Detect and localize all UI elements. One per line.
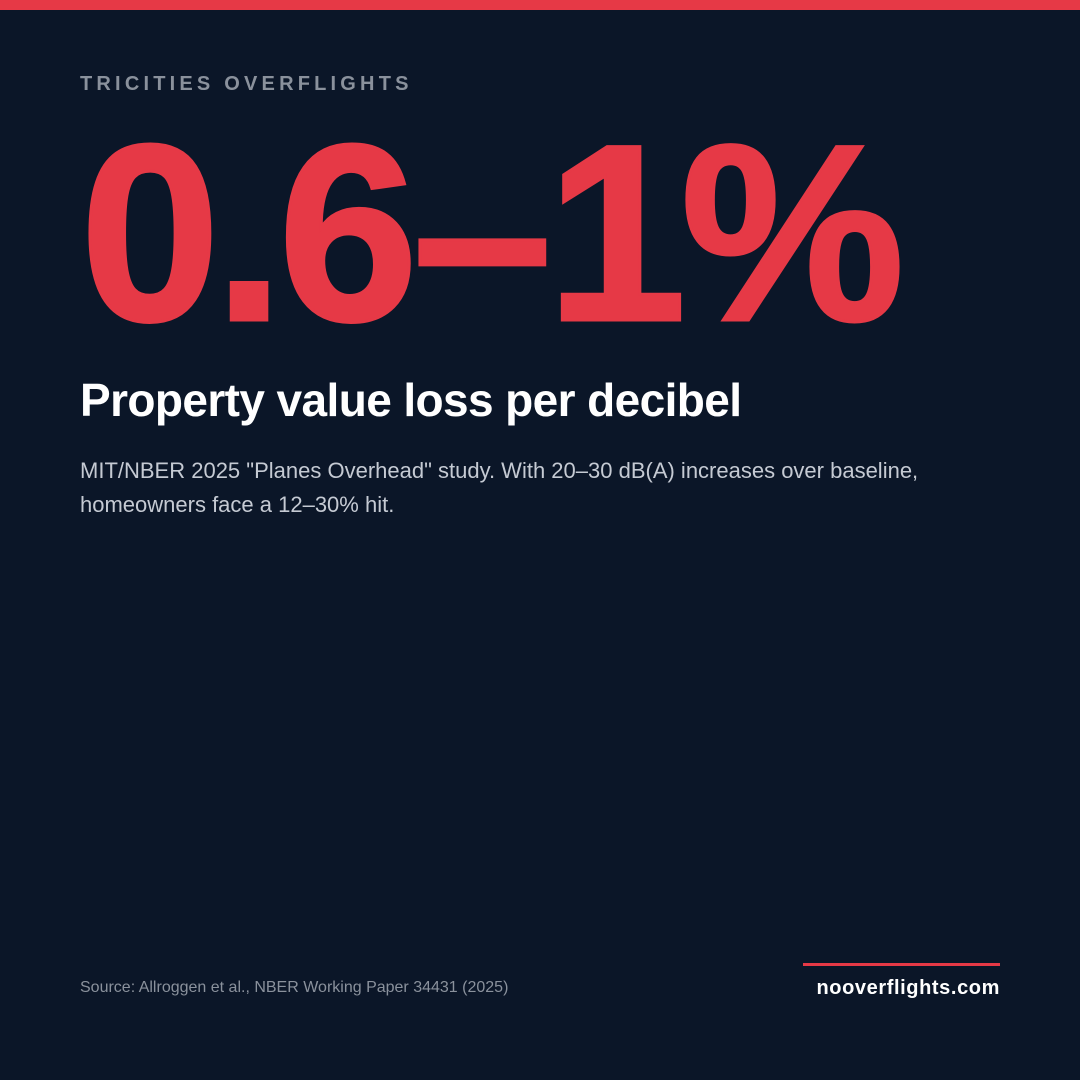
brand-accent-rule: [803, 963, 1000, 966]
kicker-label: TRICITIES OVERFLIGHTS: [80, 73, 413, 95]
stat-description: MIT/NBER 2025 "Planes Overhead" study. W…: [80, 458, 919, 517]
stat-value: 0.6–1%: [79, 93, 907, 374]
brand-link[interactable]: nooverflights.com: [816, 977, 1000, 999]
source-citation: Source: Allroggen et al., NBER Working P…: [80, 979, 509, 996]
top-accent-bar: [0, 0, 1080, 10]
stat-headline: Property value loss per decibel: [80, 374, 742, 426]
